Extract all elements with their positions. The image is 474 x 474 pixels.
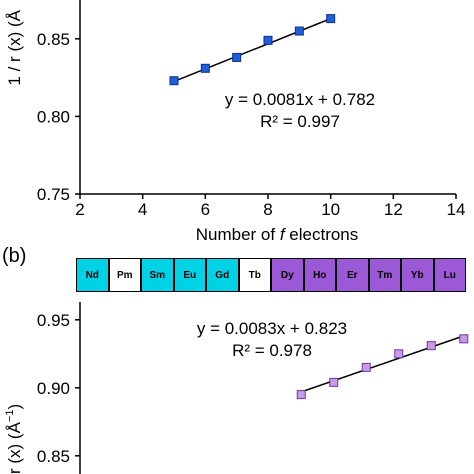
panel-b-data-point <box>329 377 339 387</box>
element-cell-yb: Yb <box>401 258 434 292</box>
panel-b-data-point <box>426 341 436 351</box>
element-cell-sm: Sm <box>141 258 174 292</box>
panel-b-equation: y = 0.0083x + 0.823 <box>197 319 347 338</box>
element-cell-lu: Lu <box>433 258 466 292</box>
panel-a-x-tick-label: 14 <box>447 200 466 219</box>
element-cell-eu: Eu <box>173 258 206 292</box>
panel-a-data-point <box>326 14 336 24</box>
panel-a-x-axis-label: Number of f electrons <box>196 225 359 244</box>
panel-b-chart: 0.95 0.90 0.85 y = 0.0083x + 0.823 R² = 0.… <box>4 302 469 474</box>
panel-a-data-point <box>169 76 179 86</box>
panel-a-data-point <box>200 63 210 73</box>
panel-a-equation: y = 0.0081x + 0.782 <box>225 90 375 109</box>
panel-a-x-tick-label: 4 <box>138 200 147 219</box>
panel-a-y-axis-label: 1 / r (x) (Å <box>5 9 24 85</box>
panel-a-r2: R² = 0.997 <box>260 112 340 131</box>
panel-b-y-tick-label: 0.95 <box>37 311 70 330</box>
panel-b-y-tick-label: 0.90 <box>37 379 70 398</box>
panel-a-y-tick-label: 0.75 <box>37 185 70 204</box>
element-cell-nd: Nd <box>76 258 109 292</box>
panel-a-x-tick-label: 12 <box>384 200 403 219</box>
panel-a-data-point <box>294 26 304 36</box>
element-cell-pm: Pm <box>108 258 141 292</box>
panel-a-chart: 1 / r (x) (Å 0.75 0.80 0.85 2 4 6 8 10 12 14 y =… <box>5 0 465 244</box>
panel-b-label: (b) <box>2 245 26 267</box>
element-cell-tb: Tb <box>238 258 271 292</box>
panel-a-y-tick-label: 0.80 <box>37 107 70 126</box>
element-cell-ho: Ho <box>303 258 336 292</box>
panel-b-data-point <box>361 362 371 372</box>
panel-a-x-tick-label: 10 <box>321 200 340 219</box>
panel-b-y-tick-label: 0.85 <box>37 447 70 466</box>
panel-a-x-tick-label: 2 <box>75 200 84 219</box>
element-cell-dy: Dy <box>271 258 304 292</box>
panel-b-data-point <box>296 390 306 400</box>
panel-a-x-tick-label: 8 <box>263 200 272 219</box>
panel-b-fit-line <box>301 334 468 393</box>
panel-b-r2: R² = 0.978 <box>232 341 312 360</box>
element-cell-gd: Gd <box>206 258 239 292</box>
panel-a-data-point <box>263 35 273 45</box>
panel-a-y-tick-label: 0.85 <box>37 30 70 49</box>
element-cell-er: Er <box>336 258 369 292</box>
panel-b-data-point <box>394 349 404 359</box>
panel-b-data-point <box>459 334 469 344</box>
panel-b-y-axis-label: r (x) (Å−1) <box>4 404 24 474</box>
panel-a-data-point <box>232 52 242 62</box>
element-cell-tm: Tm <box>368 258 401 292</box>
panel-a-fit-line <box>173 17 331 83</box>
panel-a-x-tick-label: 6 <box>201 200 210 219</box>
